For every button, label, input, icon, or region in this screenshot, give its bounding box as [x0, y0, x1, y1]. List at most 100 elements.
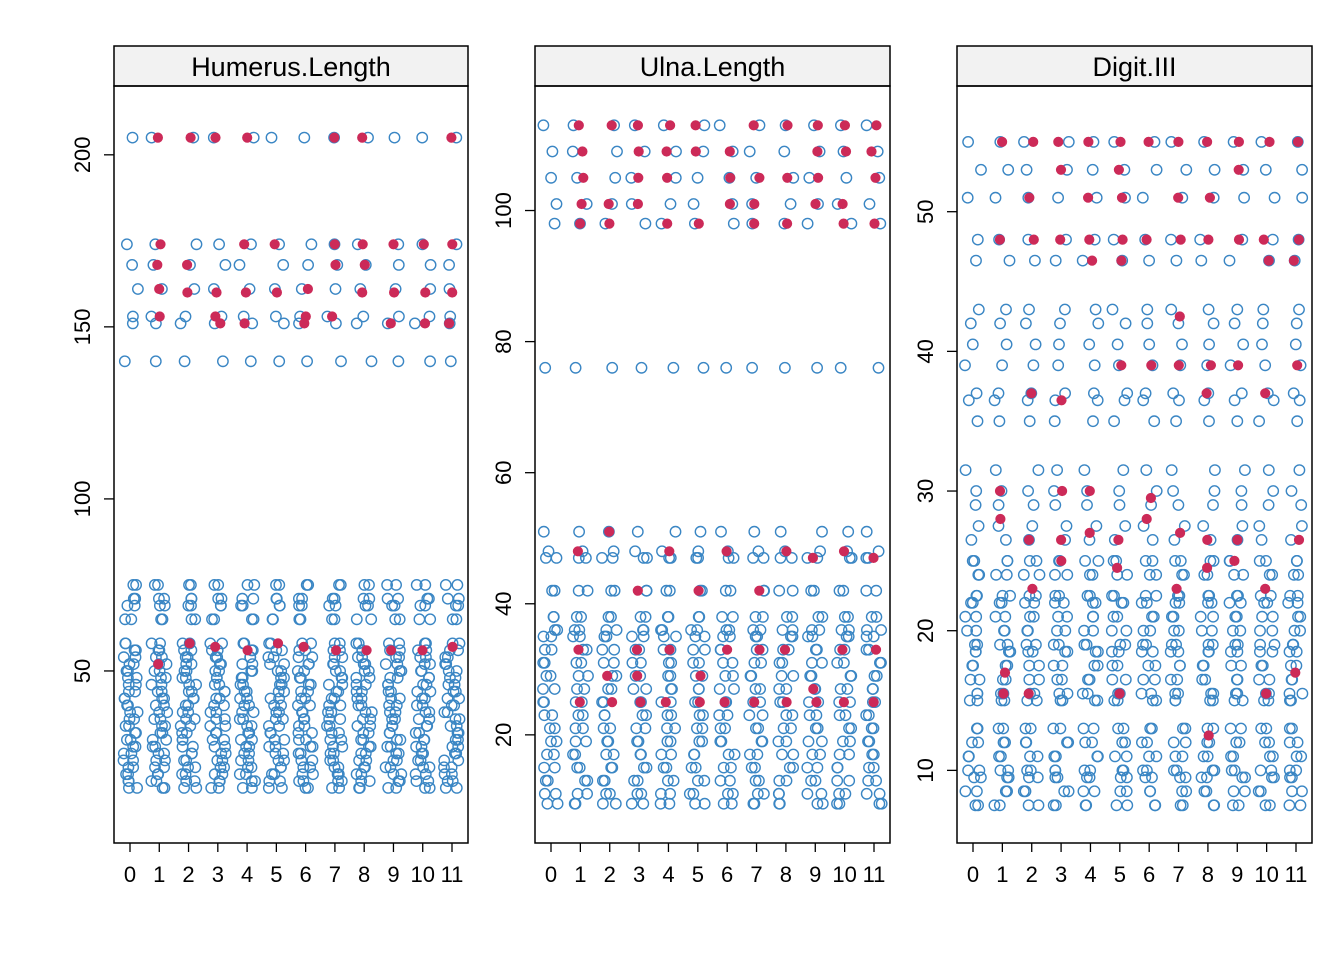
open-point	[324, 747, 337, 760]
open-point	[1107, 610, 1120, 623]
open-point	[1024, 610, 1036, 623]
open-points	[117, 131, 466, 794]
open-point	[304, 699, 316, 712]
open-point	[262, 782, 275, 794]
open-point	[580, 552, 592, 564]
open-point	[1078, 464, 1091, 476]
open-point	[211, 754, 224, 767]
open-point	[842, 525, 855, 538]
filled-point	[722, 644, 733, 655]
open-point	[786, 709, 799, 722]
open-point	[962, 394, 975, 407]
open-point	[382, 685, 395, 698]
open-point	[805, 670, 818, 682]
open-point	[971, 233, 984, 246]
open-point	[867, 683, 879, 695]
open-point	[610, 624, 623, 636]
open-point	[1087, 624, 1100, 637]
open-point	[127, 658, 140, 670]
filled-point	[1203, 234, 1214, 245]
filled-point	[1083, 192, 1094, 203]
open-point	[1263, 673, 1276, 686]
open-point	[1029, 254, 1041, 267]
open-point	[1169, 596, 1182, 609]
open-point	[304, 761, 317, 774]
open-point	[716, 611, 728, 623]
open-point	[131, 283, 144, 295]
open-point	[749, 774, 762, 787]
open-point	[598, 630, 611, 643]
open-point	[365, 355, 378, 368]
open-point	[1090, 520, 1103, 532]
open-point	[1169, 555, 1182, 567]
open-point	[747, 624, 760, 636]
open-point	[302, 685, 314, 698]
open-point	[773, 797, 786, 810]
filled-point	[577, 146, 588, 157]
open-point	[183, 637, 196, 650]
open-point	[1228, 694, 1241, 707]
open-point	[278, 671, 290, 684]
open-point	[1031, 750, 1044, 763]
filled-point	[447, 287, 458, 298]
open-point	[125, 747, 138, 760]
open-point	[1288, 568, 1300, 581]
open-point	[540, 670, 553, 682]
filled-point	[632, 120, 644, 131]
open-point	[1049, 254, 1062, 267]
open-point	[208, 699, 221, 712]
filled-point	[724, 198, 736, 210]
open-point	[628, 774, 640, 787]
x-tick-label: 4	[241, 862, 253, 887]
filled-point	[871, 120, 882, 131]
open-point	[1257, 303, 1270, 316]
filled-point	[210, 311, 221, 322]
x-tick-label: 1	[996, 862, 1008, 887]
open-point	[273, 599, 286, 612]
filled-point	[239, 239, 250, 250]
open-point	[205, 782, 218, 794]
open-point	[1209, 464, 1221, 476]
filled-point	[1056, 555, 1067, 567]
filled-point	[1115, 136, 1126, 147]
filled-point	[1028, 234, 1039, 245]
open-point	[248, 579, 261, 591]
open-point	[1056, 659, 1069, 672]
open-point	[744, 670, 757, 682]
open-point	[121, 238, 133, 251]
open-point	[1254, 645, 1266, 658]
open-point	[241, 692, 253, 705]
open-point	[609, 797, 622, 810]
open-point	[1164, 645, 1177, 658]
open-point	[385, 692, 397, 705]
open-point	[208, 579, 221, 591]
open-point	[1232, 589, 1244, 602]
filled-point	[781, 697, 792, 708]
open-point	[1260, 555, 1272, 567]
filled-point	[210, 641, 221, 653]
open-point	[1228, 568, 1241, 581]
filled-point	[154, 311, 165, 322]
open-point	[152, 579, 164, 591]
open-point	[269, 713, 282, 725]
filled-point	[1023, 688, 1034, 699]
open-point	[363, 775, 376, 787]
filled-point	[444, 318, 455, 329]
open-point	[812, 611, 825, 623]
open-point	[419, 579, 432, 591]
open-point	[302, 258, 314, 271]
open-point	[781, 611, 793, 623]
open-point	[145, 775, 158, 787]
open-point	[1021, 624, 1034, 637]
open-point	[1146, 534, 1159, 546]
open-point	[966, 596, 979, 609]
open-point	[540, 552, 552, 564]
open-point	[845, 670, 858, 682]
open-point	[1206, 624, 1218, 637]
open-point	[1047, 638, 1060, 651]
open-point	[992, 722, 1005, 735]
open-point	[275, 782, 288, 794]
open-point	[439, 782, 452, 794]
filled-point	[1116, 192, 1128, 203]
open-point	[581, 774, 594, 787]
